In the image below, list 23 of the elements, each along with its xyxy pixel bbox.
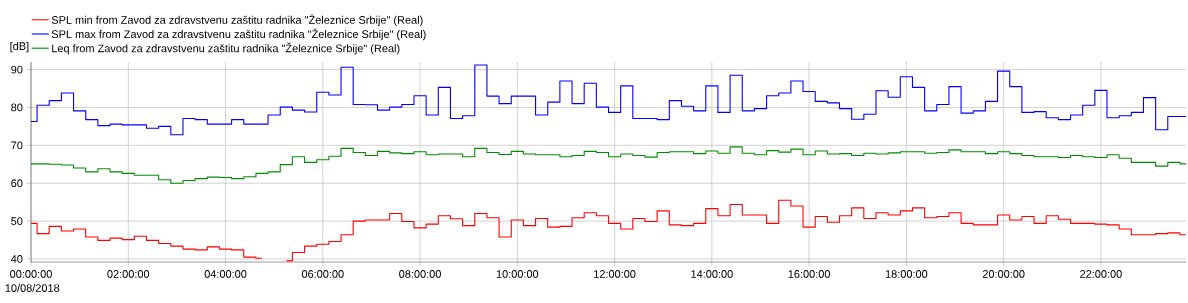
legend-label: Leq from Zavod za zdravstvenu zaštitu radnika "Železnice Srbije" (Real)	[52, 42, 400, 55]
x-tick-label: 22:00:00	[1080, 270, 1122, 278]
x-tick-label: 06:00:00	[301, 270, 344, 278]
y-tick-label: 80	[11, 103, 23, 112]
x-tick-label: 14:00:00	[691, 270, 733, 278]
x-tick-label: 10:00:00	[496, 270, 539, 278]
x-tick-label: 04:00:00	[204, 270, 247, 278]
text: 10/08/2018	[5, 283, 60, 292]
y-tick-label: 60	[11, 179, 23, 188]
y-tick-label: 70	[11, 141, 23, 150]
x-tick-label: 16:00:00	[788, 270, 831, 278]
legend-label: SPL max from Zavod za zdravstvenu zaštitu radnika "Železnice Srbije" (Real)	[51, 28, 426, 41]
x-tick-label: 12:00:00	[594, 270, 636, 278]
legend-label: SPL min from Zavod za zdravstvenu zaštitu radnika "Železnice Srbije" (Real)	[51, 14, 423, 27]
x-tick-label: 18:00:00	[885, 270, 928, 278]
y-tick-label: 90	[11, 65, 23, 74]
y-tick-label: 40	[10, 255, 23, 263]
y-axis-title: [dB]	[10, 41, 29, 53]
x-tick-label: 08:00:00	[399, 270, 441, 278]
x-tick-label: 00:00:00	[10, 270, 52, 278]
x-tick-label: 02:00:00	[107, 270, 150, 278]
y-tick-label: 50	[11, 217, 23, 225]
x-tick-label: 20:00:00	[982, 270, 1025, 278]
